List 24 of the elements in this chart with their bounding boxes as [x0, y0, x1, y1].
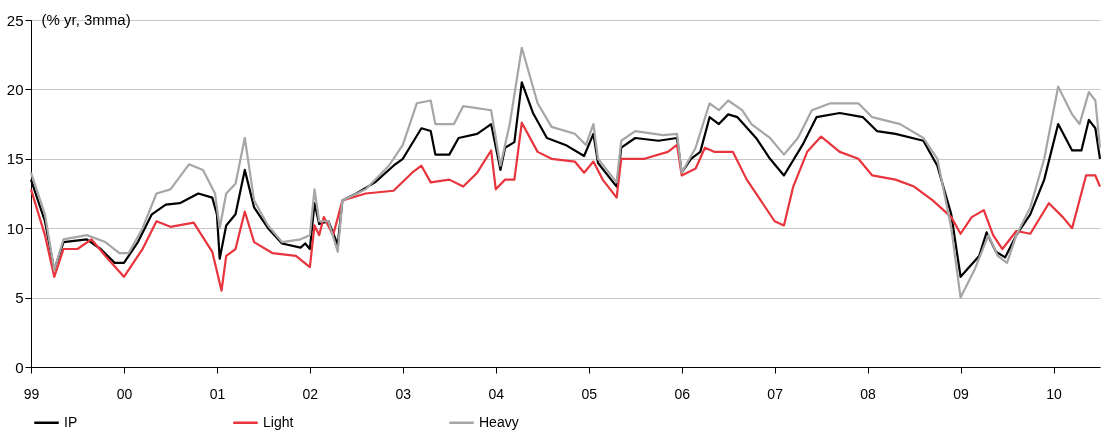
x-tick-label: 05	[581, 385, 598, 402]
x-tick-label: 07	[767, 385, 784, 402]
x-tick-label: 04	[488, 385, 505, 402]
y-tick-label: 0	[15, 358, 24, 376]
x-tick-label: 06	[674, 385, 691, 402]
x-tick-label: 02	[302, 385, 319, 402]
line-series	[29, 121, 1102, 292]
legend-label: Light	[263, 413, 294, 430]
y-axis-title: (% yr, 3mma)	[41, 10, 131, 28]
x-tick-label: 03	[395, 385, 412, 402]
y-tick-label: 10	[6, 219, 24, 237]
x-tick-label: 99	[23, 385, 40, 402]
x-tick-label: 08	[860, 385, 877, 402]
legend-label: Heavy	[479, 413, 519, 430]
y-tick-label: 5	[15, 289, 24, 307]
legend-label: IP	[64, 413, 78, 430]
x-tick-label: 00	[116, 385, 133, 402]
y-tick-label: 15	[6, 150, 24, 168]
line-series	[29, 46, 1102, 299]
y-tick-label: 20	[6, 80, 24, 98]
x-tick-label: 10	[1046, 385, 1063, 402]
y-tick-label: 25	[6, 11, 24, 29]
x-tick-label: 01	[209, 385, 226, 402]
x-tick-label: 09	[953, 385, 970, 402]
